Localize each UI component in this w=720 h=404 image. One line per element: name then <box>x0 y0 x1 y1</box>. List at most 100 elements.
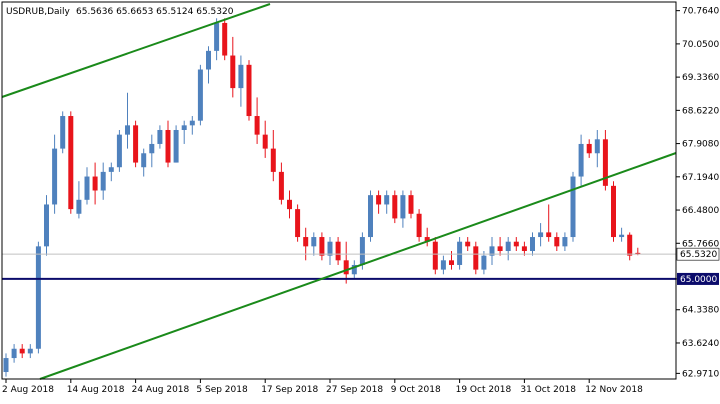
candle <box>3 353 9 377</box>
candle <box>424 227 430 247</box>
candle <box>376 190 382 214</box>
candle-body <box>270 148 276 172</box>
candle <box>52 134 58 214</box>
candle-body <box>489 246 495 256</box>
candle <box>278 162 284 205</box>
candle <box>570 171 576 242</box>
candle <box>287 190 292 219</box>
candle <box>133 120 139 168</box>
price-tick-label: 67.1940 <box>682 173 719 183</box>
time-tick-label: 31 Oct 2018 <box>520 385 576 395</box>
candle-body <box>521 246 527 252</box>
candle-body <box>230 55 236 89</box>
candle-body <box>19 348 25 354</box>
candle <box>165 120 171 168</box>
candle-body <box>465 241 471 247</box>
candle-body <box>157 129 163 144</box>
candle <box>562 232 568 252</box>
candle <box>60 111 66 154</box>
candle-body <box>238 64 244 89</box>
candle <box>116 129 122 172</box>
candle-body <box>384 195 390 205</box>
candle-body <box>84 176 90 200</box>
candle-body <box>149 143 155 154</box>
candle-body <box>505 241 511 252</box>
candle-body <box>578 143 584 177</box>
current-price-tag-bg <box>677 248 719 261</box>
candle <box>481 251 487 275</box>
chart-symbol: USDRUB,Daily <box>6 7 71 17</box>
candle-body <box>351 264 357 275</box>
candle-body <box>11 348 17 359</box>
candle-body <box>206 50 211 70</box>
candle-body <box>530 237 535 252</box>
candle <box>521 241 527 256</box>
candle <box>149 134 155 168</box>
candle <box>627 232 633 261</box>
candle <box>197 64 203 126</box>
candle <box>530 232 535 256</box>
current-price-tag-border <box>676 247 720 261</box>
candle-body <box>92 176 98 191</box>
candle <box>327 237 333 265</box>
candle <box>505 237 511 261</box>
candles-layer <box>3 18 641 377</box>
candle-body <box>60 116 66 149</box>
candle-body <box>619 234 625 238</box>
candle <box>497 237 503 256</box>
price-tick-label: 66.4800 <box>682 206 719 216</box>
chart-ohlc: 65.5636 65.6653 65.5124 65.5320 <box>76 7 234 17</box>
plot-frame <box>1 1 677 380</box>
candle <box>27 344 33 359</box>
candle-body <box>3 358 9 373</box>
candle <box>125 92 130 149</box>
candle <box>611 181 616 242</box>
candle-body <box>100 171 106 191</box>
price-tick-label: 70.7640 <box>682 7 719 17</box>
candle-body <box>416 213 422 238</box>
candle <box>384 190 390 214</box>
price-tick-label: 68.6220 <box>682 106 719 116</box>
candle-body <box>594 139 600 154</box>
candle-body <box>319 237 325 256</box>
candle <box>368 190 373 242</box>
candle <box>432 237 438 275</box>
time-tick-label: 2 Aug 2018 <box>2 385 54 395</box>
candle <box>489 237 495 265</box>
candle <box>222 18 228 61</box>
candle-body <box>440 260 446 270</box>
candle-body <box>570 176 576 238</box>
candle-body <box>303 237 309 247</box>
candle <box>92 162 98 205</box>
candle-body <box>562 237 568 247</box>
candle <box>546 204 552 242</box>
candle <box>141 148 147 177</box>
candle-body <box>311 237 317 247</box>
candle <box>295 204 301 242</box>
candle-body <box>197 69 203 121</box>
candle-body <box>246 64 252 117</box>
candle-body <box>165 129 171 163</box>
candle-body <box>635 252 641 255</box>
candle <box>335 237 341 265</box>
candle <box>465 237 471 252</box>
candle <box>44 195 49 256</box>
candle <box>84 167 90 205</box>
candle <box>11 344 17 363</box>
candle-body <box>222 22 228 56</box>
time-tick-label: 12 Nov 2018 <box>585 385 643 395</box>
candle <box>100 162 106 200</box>
candle-body <box>76 199 82 214</box>
candle-body <box>449 260 454 265</box>
support-price-tag: 65.0000 <box>680 275 717 285</box>
candle <box>578 134 584 186</box>
price-tick-label: 69.3360 <box>682 73 719 83</box>
candle-body <box>68 116 74 210</box>
price-tick-label: 62.9710 <box>682 369 719 379</box>
upper-trendline <box>1 3 271 98</box>
candle <box>68 111 74 214</box>
candle-body <box>359 237 365 265</box>
